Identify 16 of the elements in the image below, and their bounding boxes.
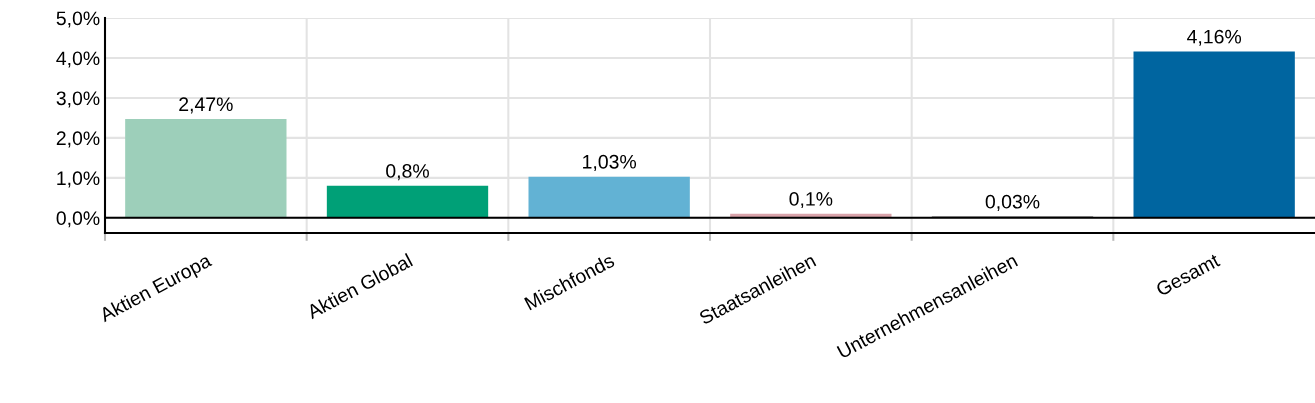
bar	[528, 176, 690, 218]
data-label: 4,16%	[1187, 29, 1242, 46]
y-tick-label: 2,0%	[56, 131, 100, 148]
bar	[326, 185, 489, 218]
bar	[125, 119, 287, 218]
y-tick-label: 1,0%	[57, 171, 100, 188]
y-tick-label: 5,0%	[56, 11, 100, 28]
y-tick-label: 3,0%	[56, 91, 100, 108]
bar	[1133, 51, 1295, 218]
y-tick-label: 4,0%	[56, 51, 100, 68]
data-label: 2,47%	[179, 97, 233, 114]
data-label: 0,1%	[789, 192, 833, 209]
data-label: 0,8%	[386, 164, 429, 181]
data-label: 0,03%	[985, 194, 1040, 211]
y-tick-label: 0,0%	[56, 211, 100, 228]
data-label: 1,03%	[583, 154, 637, 171]
